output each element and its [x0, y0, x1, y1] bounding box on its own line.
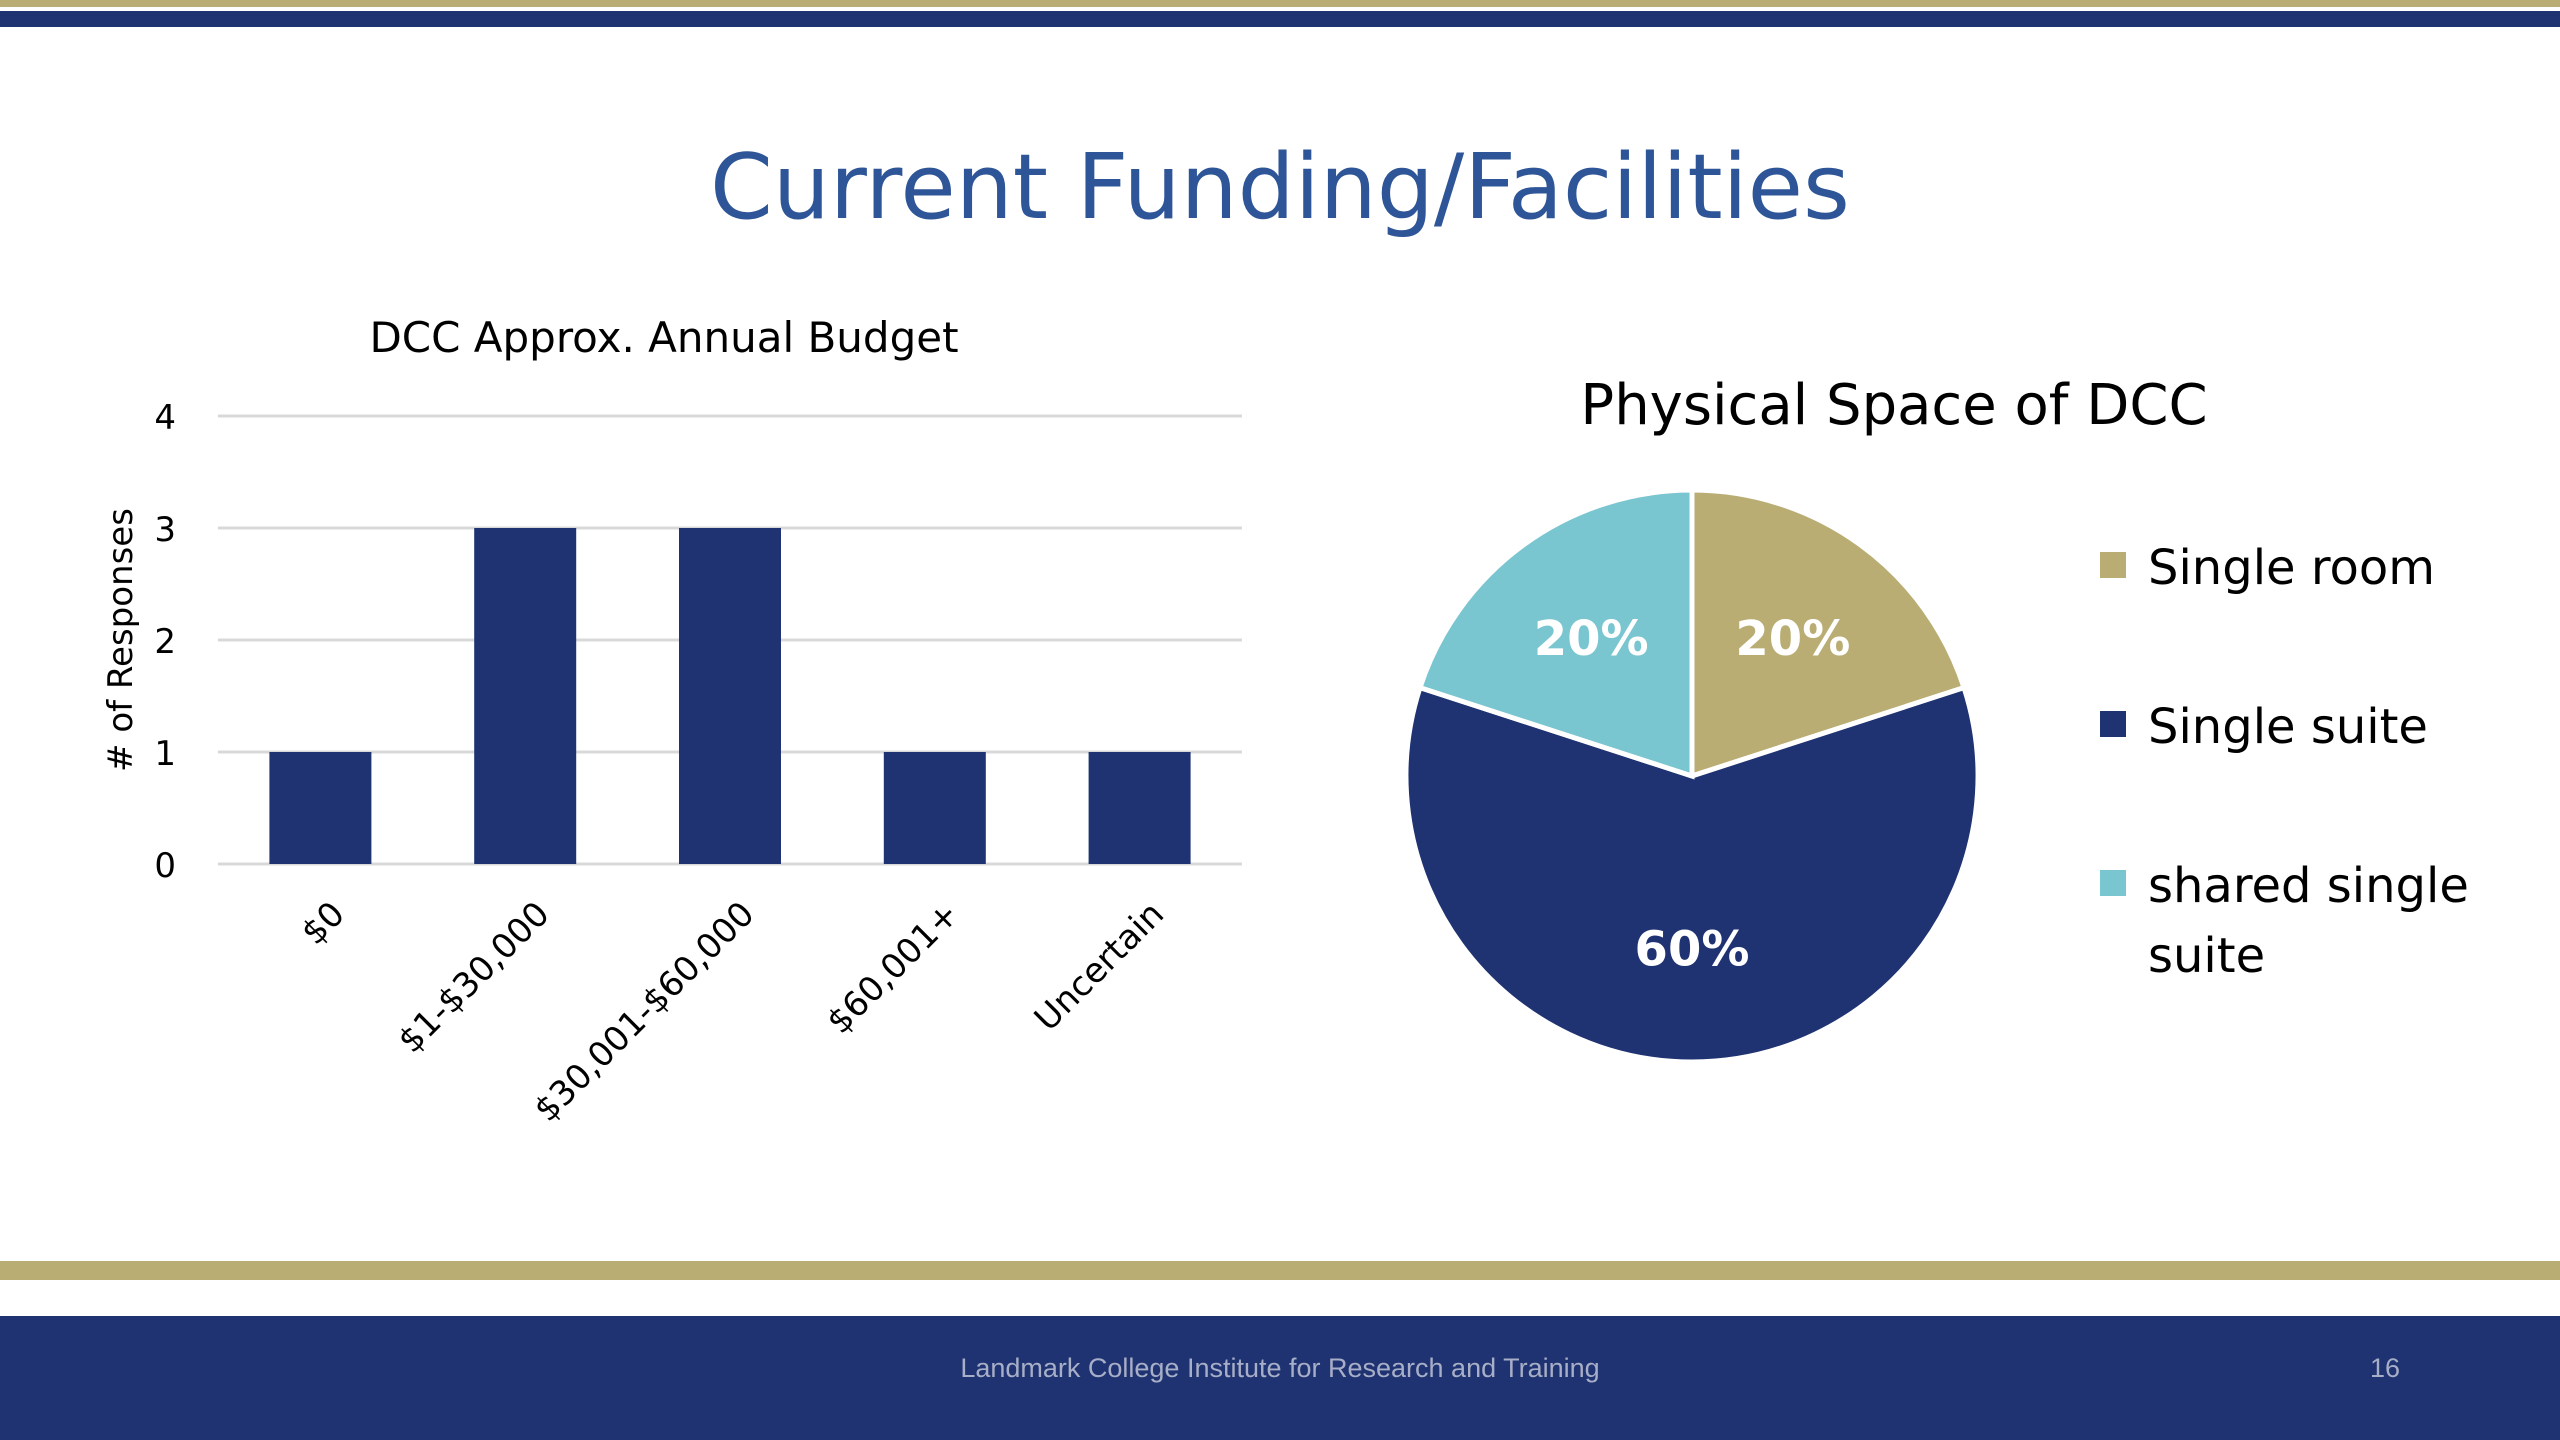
pie-slice-3	[1416, 487, 1695, 780]
legend-label: Single room	[2148, 540, 2435, 596]
physical-space-pie-chart: Physical Space of DCC 20% 60% 20% Single roo…	[1403, 373, 2469, 1065]
y-tick-label: 2	[154, 622, 176, 662]
x-tick-label: $0	[294, 894, 353, 953]
pie-data-label: 60%	[1635, 922, 1750, 978]
legend-swatch	[2100, 711, 2126, 737]
legend-swatch	[2100, 552, 2126, 578]
pie-slice-1	[1689, 487, 1968, 780]
legend-label: Single suite	[2148, 699, 2428, 755]
bar-1	[269, 752, 372, 864]
footer-text: Landmark College Institute for Research …	[960, 1353, 1600, 1383]
slide-title: Current Funding/Facilities	[710, 135, 1850, 240]
x-tick-label: Uncertain	[1027, 894, 1172, 1039]
bottom-gold-rule	[0, 1261, 2560, 1280]
page-number: 16	[2369, 1353, 2400, 1383]
bar-2	[474, 528, 577, 864]
pie-data-label: 20%	[1735, 611, 1850, 667]
x-tick-label: $30,001-$60,000	[527, 894, 763, 1130]
legend-swatch	[2100, 870, 2126, 896]
pie-chart-title: Physical Space of DCC	[1580, 373, 2207, 438]
bar-5	[1088, 752, 1191, 864]
pie-data-label: 20%	[1534, 611, 1649, 667]
budget-bar-chart: DCC Approx. Annual Budget 0 1 2 3 4 # of Respo…	[101, 313, 1242, 1130]
x-tick-label: $60,001+	[819, 894, 967, 1042]
bar-4	[883, 752, 986, 864]
top-gold-rule	[0, 0, 2560, 7]
y-axis-label: # of Responses	[101, 508, 141, 772]
y-tick-label: 0	[154, 846, 176, 886]
bar-3	[679, 528, 781, 864]
legend-label: shared single suite	[2148, 858, 2469, 984]
pie-slice-2	[1403, 684, 1981, 1065]
y-tick-label: 3	[154, 510, 176, 550]
top-navy-rule	[0, 11, 2560, 27]
y-tick-label: 4	[154, 398, 176, 438]
y-tick-label: 1	[154, 734, 176, 774]
footer-bar	[0, 1316, 2560, 1440]
bar-chart-title: DCC Approx. Annual Budget	[369, 313, 958, 362]
x-tick-label: $1-$30,000	[391, 894, 558, 1061]
